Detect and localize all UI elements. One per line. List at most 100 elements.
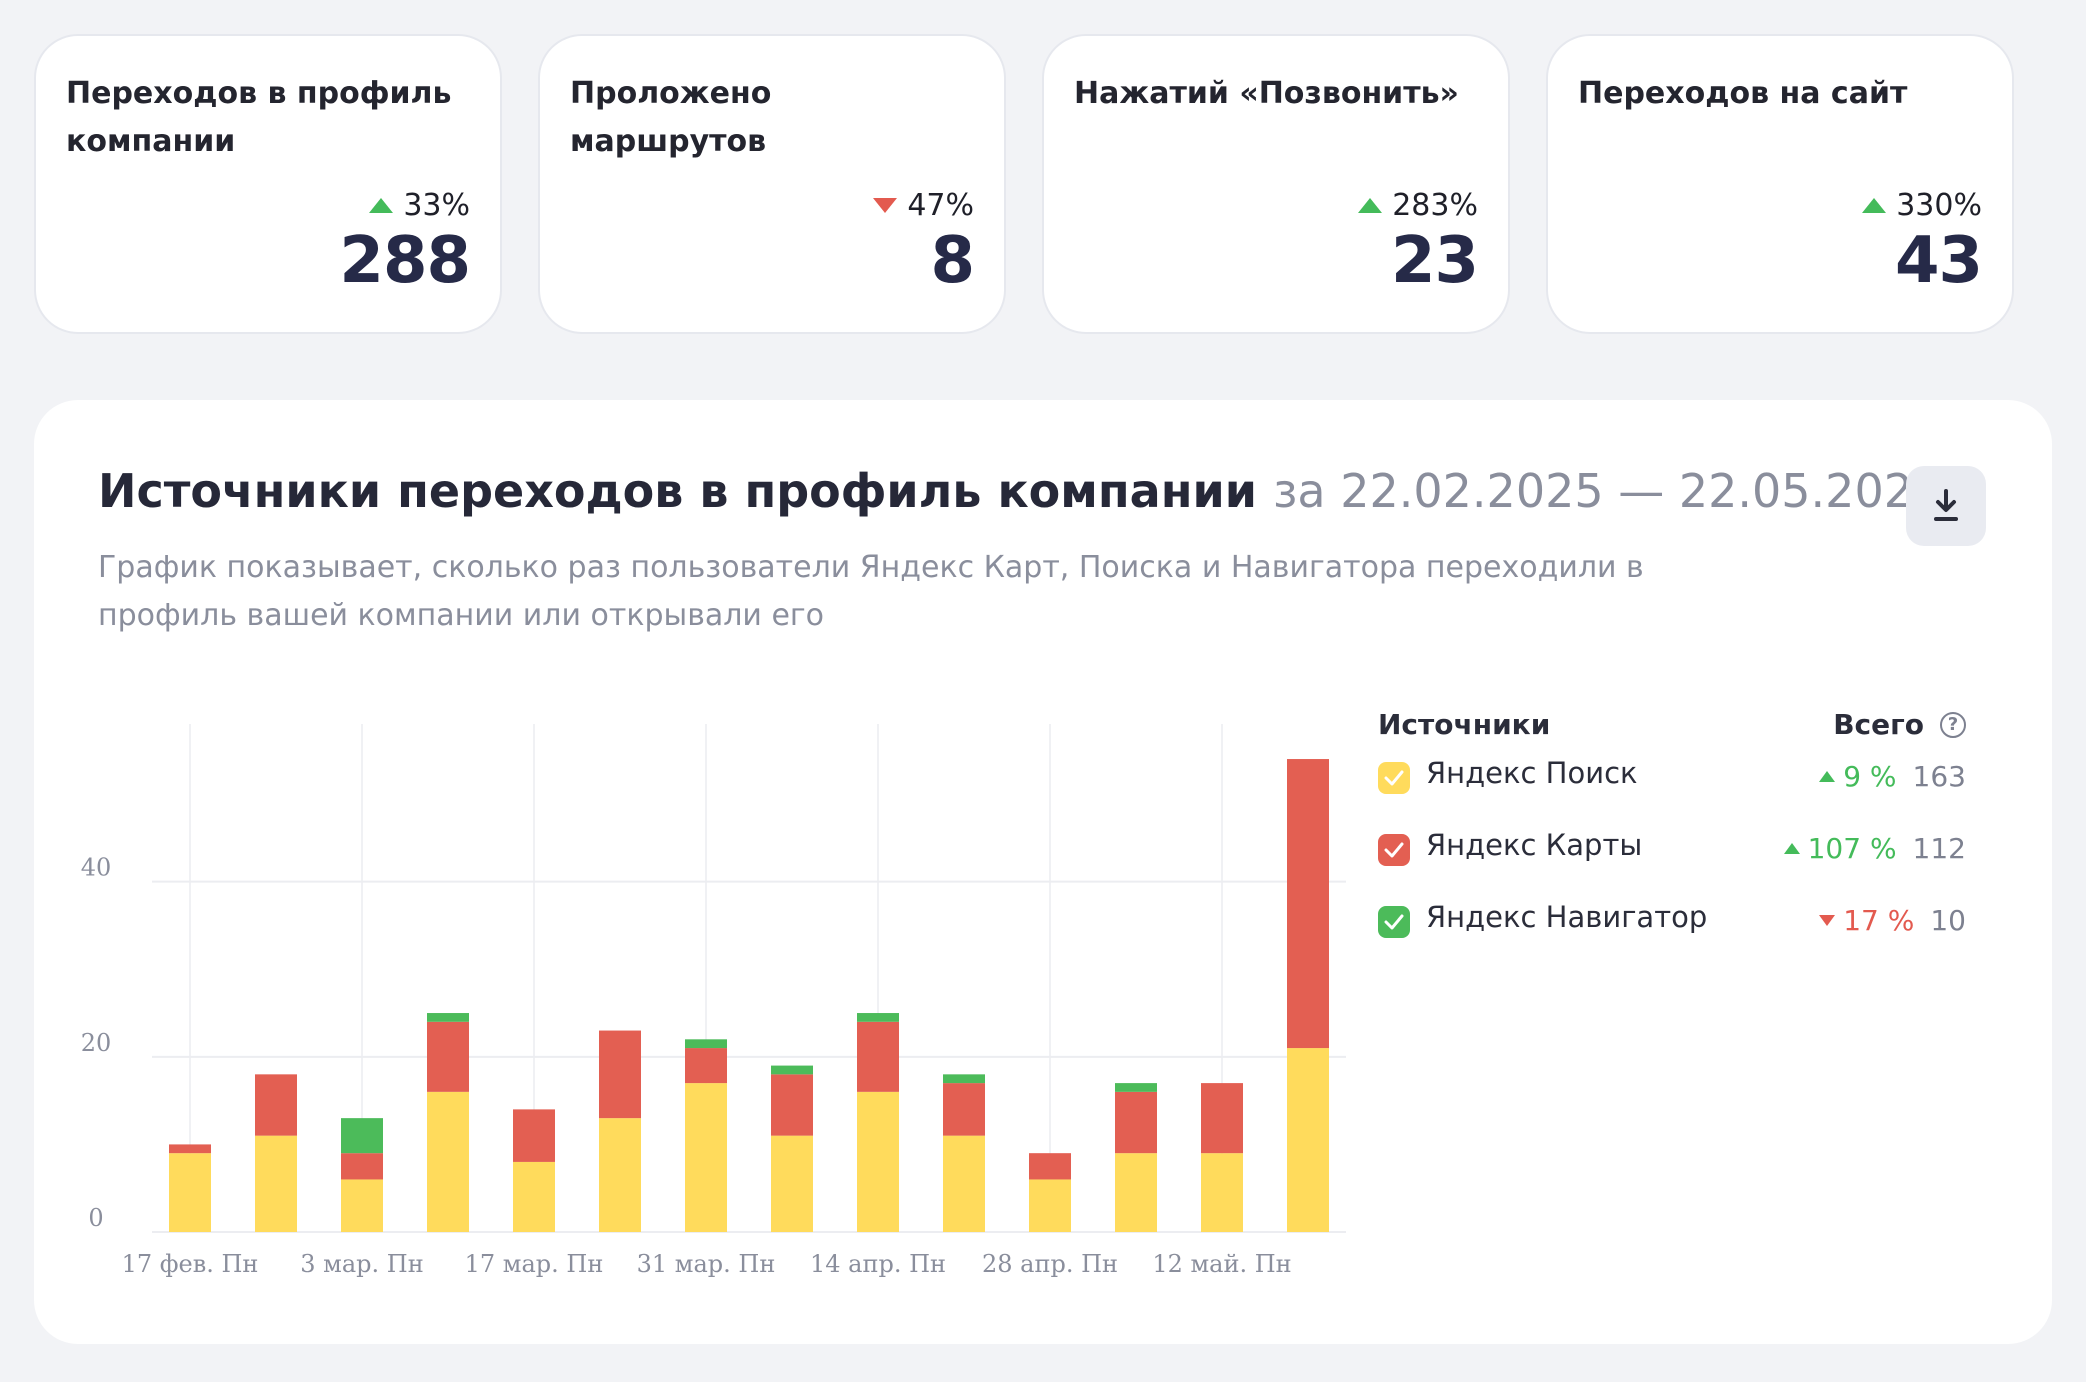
bar-segment[interactable]: [771, 1074, 813, 1136]
y-tick-label: 40: [81, 854, 112, 882]
bar-segment[interactable]: [1201, 1083, 1243, 1154]
chart-legend: Источники Всего ? Яндекс Поиск 9 % 163 Янде…: [1378, 700, 1998, 966]
bar-segment[interactable]: [685, 1039, 727, 1049]
download-icon: [1934, 489, 1958, 521]
legend-percent: 9 %: [1843, 760, 1897, 793]
trend-up-icon: [1358, 198, 1383, 213]
x-tick-label: 14 апр. Пн: [810, 1250, 946, 1278]
bar-segment[interactable]: [599, 1030, 641, 1119]
stacked-bar-chart: 0 20 40 17 фев. Пн 3 мар. Пн 17 мар. Пн 31 мар…: [81, 724, 1346, 1278]
bar-segment[interactable]: [341, 1153, 383, 1180]
bar-segment[interactable]: [255, 1135, 297, 1232]
trend-up-icon: [1862, 198, 1887, 213]
bar-segment[interactable]: [1115, 1083, 1157, 1092]
legend-total: 163: [1912, 760, 1966, 793]
trend-up-icon: [1819, 771, 1836, 782]
legend-total: 10: [1930, 904, 1966, 937]
y-tick-label: 20: [81, 1029, 112, 1057]
bar-segment[interactable]: [857, 1021, 899, 1092]
bar-segment[interactable]: [599, 1118, 641, 1232]
legend-stats: 107 % 112: [1783, 832, 1966, 865]
kpi-card-calls[interactable]: Нажатий «Позвонить» 283% 23: [1042, 34, 1510, 334]
bar-segment[interactable]: [255, 1074, 297, 1136]
bar-segment[interactable]: [685, 1083, 727, 1232]
x-tick-label: 3 мар. Пн: [300, 1250, 423, 1278]
bar-segment[interactable]: [427, 1021, 469, 1092]
bar-segment[interactable]: [1201, 1153, 1243, 1232]
kpi-title: Переходов в профиль компании: [66, 76, 452, 159]
x-tick-label: 28 апр. Пн: [982, 1250, 1118, 1278]
panel-description: График показывает, сколько раз пользоват…: [98, 550, 1644, 633]
panel-title: Источники переходов в профиль компании з…: [98, 464, 1942, 518]
bar-segment[interactable]: [943, 1074, 985, 1084]
legend-header: Источники Всего ?: [1378, 700, 1998, 750]
bar-segment[interactable]: [857, 1091, 899, 1232]
kpi-value: 8: [930, 224, 975, 298]
kpi-delta-value: 33%: [403, 188, 470, 223]
legend-percent: 107 %: [1807, 832, 1897, 865]
bar-segment[interactable]: [1287, 1048, 1329, 1232]
sources-panel: Источники переходов в профиль компании з…: [34, 400, 2052, 1344]
x-tick-label: 31 мар. Пн: [637, 1250, 776, 1278]
download-button[interactable]: [1906, 466, 1986, 546]
bar-segment[interactable]: [1115, 1091, 1157, 1154]
kpi-delta-value: 283%: [1392, 188, 1478, 223]
bar-segment[interactable]: [341, 1179, 383, 1232]
panel-period: за 22.02.2025 — 22.05.2025: [1272, 464, 1943, 518]
trend-down-icon: [1819, 915, 1836, 926]
kpi-value: 43: [1894, 224, 1983, 298]
bar-segment[interactable]: [771, 1065, 813, 1075]
bar-segment[interactable]: [685, 1048, 727, 1084]
legend-header-total: Всего: [1833, 708, 1924, 741]
bar-segment[interactable]: [1115, 1153, 1157, 1232]
bar-segment[interactable]: [513, 1161, 555, 1232]
legend-label: Яндекс Навигатор: [1426, 900, 1708, 934]
bar-segment[interactable]: [169, 1153, 211, 1232]
kpi-delta-value: 330%: [1896, 188, 1982, 223]
legend-label: Яндекс Поиск: [1426, 756, 1638, 790]
bar-segment[interactable]: [1029, 1153, 1071, 1180]
bar-segment[interactable]: [1029, 1179, 1071, 1232]
legend-stats: 9 % 163: [1819, 760, 1966, 793]
trend-down-icon: [873, 198, 898, 213]
kpi-delta: 330%: [1862, 188, 1982, 223]
legend-checkbox[interactable]: [1378, 762, 1410, 794]
bar-segment[interactable]: [857, 1013, 899, 1022]
legend-items: Яндекс Поиск 9 % 163 Яндекс Карты 107 % 112 Ян…: [1378, 750, 1998, 966]
legend-percent: 17 %: [1843, 904, 1915, 937]
kpi-card-routes[interactable]: Проложено маршрутов 47% 8: [538, 34, 1006, 334]
kpi-row: Переходов в профиль компании 33% 288 Про…: [34, 34, 2052, 336]
bar-segment[interactable]: [341, 1118, 383, 1154]
kpi-delta-value: 47%: [907, 188, 974, 223]
x-tick-label: 17 мар. Пн: [465, 1250, 604, 1278]
legend-item[interactable]: Яндекс Навигатор 17 % 10: [1378, 894, 1998, 966]
legend-item[interactable]: Яндекс Поиск 9 % 163: [1378, 750, 1998, 822]
help-icon[interactable]: ?: [1940, 712, 1966, 738]
bar-segment[interactable]: [771, 1135, 813, 1232]
legend-label: Яндекс Карты: [1426, 828, 1643, 862]
bar-segment[interactable]: [943, 1083, 985, 1136]
bar-segment[interactable]: [427, 1091, 469, 1232]
legend-item[interactable]: Яндекс Карты 107 % 112: [1378, 822, 1998, 894]
legend-checkbox[interactable]: [1378, 834, 1410, 866]
trend-up-icon: [369, 198, 394, 213]
legend-header-sources: Источники: [1378, 708, 1551, 741]
check-icon: [1384, 842, 1404, 858]
bar-segment[interactable]: [943, 1135, 985, 1232]
bar-segment[interactable]: [169, 1144, 211, 1154]
legend-checkbox[interactable]: [1378, 906, 1410, 938]
bar-segment[interactable]: [1287, 759, 1329, 1049]
kpi-value: 23: [1390, 224, 1479, 298]
check-icon: [1384, 914, 1404, 930]
legend-stats: 17 % 10: [1819, 904, 1966, 937]
kpi-card-profile-visits[interactable]: Переходов в профиль компании 33% 288: [34, 34, 502, 334]
kpi-card-site-visits[interactable]: Переходов на сайт 330% 43: [1546, 34, 2014, 334]
trend-up-icon: [1783, 843, 1800, 854]
legend-total: 112: [1912, 832, 1966, 865]
bar-segment[interactable]: [427, 1013, 469, 1022]
kpi-value: 288: [339, 224, 471, 298]
bar-segment[interactable]: [513, 1109, 555, 1162]
kpi-title: Нажатий «Позвонить»: [1074, 76, 1459, 111]
kpi-title: Переходов на сайт: [1578, 76, 1908, 111]
kpi-delta: 33%: [369, 188, 470, 223]
